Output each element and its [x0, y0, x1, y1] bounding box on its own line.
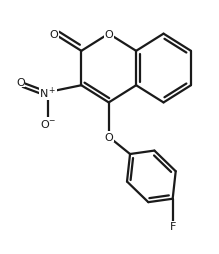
Text: F: F [170, 221, 176, 231]
Text: N$^+$: N$^+$ [39, 85, 57, 100]
Text: O$^{-}$: O$^{-}$ [40, 118, 56, 130]
Text: O: O [104, 132, 113, 142]
Text: O: O [104, 29, 113, 39]
Text: O: O [49, 29, 58, 39]
Text: O: O [16, 77, 25, 87]
